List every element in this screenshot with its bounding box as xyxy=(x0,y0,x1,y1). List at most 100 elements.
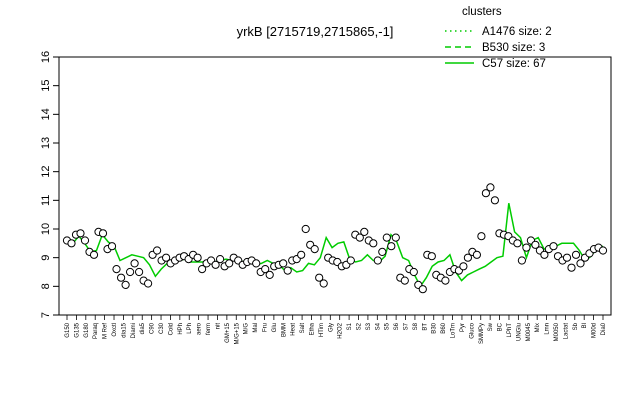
x-tick-label: Cold xyxy=(168,323,174,335)
data-point xyxy=(297,250,306,259)
x-tick-label: dia15 xyxy=(121,322,127,337)
data-point xyxy=(126,267,135,277)
data-point xyxy=(382,233,391,242)
legend-entry: B530 size: 3 xyxy=(482,42,545,54)
x-tick-label: Heat xyxy=(291,323,297,336)
data-point xyxy=(531,240,540,249)
data-point xyxy=(513,239,522,248)
data-point xyxy=(261,265,270,274)
y-tick-label: 11 xyxy=(40,195,52,206)
x-tick-label: LPhT xyxy=(507,323,513,338)
data-point xyxy=(463,253,472,262)
data-point xyxy=(198,265,207,274)
data-point xyxy=(400,276,409,285)
x-tick-label: Etha xyxy=(309,322,315,335)
x-tick-label: dia5 xyxy=(140,322,146,334)
x-tick-label: Paraq xyxy=(93,323,99,339)
data-point xyxy=(279,259,288,268)
y-tick-label: 9 xyxy=(40,255,52,261)
x-tick-label: ferm xyxy=(206,323,212,335)
chart-title: yrkB [2715719,2715865,-1] xyxy=(237,24,394,39)
data-point xyxy=(490,196,499,205)
data-point xyxy=(301,224,310,234)
x-tick-label: Pyr xyxy=(460,323,466,332)
x-tick-label: G135 xyxy=(74,322,80,337)
data-point xyxy=(441,276,450,285)
x-tick-label: Oxctl xyxy=(112,323,118,337)
data-point xyxy=(517,256,527,265)
data-point xyxy=(216,255,225,264)
x-tick-label: B60 xyxy=(441,322,447,333)
data-point xyxy=(562,253,572,262)
data-point xyxy=(486,183,495,192)
legend: clusters A1476 size: 2 B530 size: 3 C57 siz… xyxy=(445,6,552,70)
data-point xyxy=(283,266,292,275)
data-point xyxy=(193,253,202,262)
x-tick-label: Gly xyxy=(328,323,334,332)
data-point xyxy=(481,189,490,198)
x-tick-label: M00d xyxy=(592,323,598,338)
axis-layer: 7 8 9 10 11 12 13 14 15 16 G150 G135 G180 Paraq M Ref O… xyxy=(40,51,612,345)
legend-entry: A1476 size: 2 xyxy=(482,26,552,38)
x-tick-label: aero xyxy=(197,322,203,335)
x-tick-label: S2 xyxy=(357,322,363,330)
x-tick-label: M/G+15 xyxy=(234,322,240,344)
data-point xyxy=(162,253,171,262)
x-tick-label: M Ref xyxy=(103,323,109,339)
x-tick-label: Lmn xyxy=(545,323,551,335)
x-tick-label: C90 xyxy=(150,322,156,334)
data-point xyxy=(117,273,126,282)
data-point xyxy=(315,273,324,282)
data-point xyxy=(409,267,418,277)
data-point xyxy=(130,259,139,268)
x-tick-label: G150 xyxy=(65,322,71,337)
label-layer: yrkB [2715719,2715865,-1] xyxy=(237,24,394,39)
data-layer xyxy=(62,183,608,294)
x-tick-label: S5 xyxy=(385,322,391,330)
data-point xyxy=(98,229,108,238)
data-point xyxy=(225,259,234,268)
x-tick-label: M0050 xyxy=(554,322,560,341)
data-point xyxy=(369,239,378,248)
x-tick-label: Sb xyxy=(573,322,579,330)
data-point xyxy=(252,259,261,268)
data-point xyxy=(211,260,220,269)
x-tick-label: BT xyxy=(422,323,428,331)
x-tick-label: GM+15 xyxy=(225,322,231,343)
x-tick-label: nit xyxy=(215,323,221,330)
x-tick-label: BMM xyxy=(281,323,287,337)
x-tick-label: M0045 xyxy=(526,322,532,341)
data-point xyxy=(391,233,400,242)
y-tick-label: 15 xyxy=(40,80,52,92)
data-point xyxy=(89,250,99,259)
data-point xyxy=(427,252,436,261)
data-point xyxy=(346,256,355,265)
x-tick-label: S1 xyxy=(347,322,353,330)
data-point xyxy=(567,263,576,272)
data-point xyxy=(387,242,396,251)
data-point xyxy=(121,280,130,289)
y-tick-label: 8 xyxy=(40,283,52,289)
data-point xyxy=(135,267,144,277)
data-point xyxy=(76,229,85,238)
x-tick-label: Mal xyxy=(253,323,259,333)
data-point xyxy=(373,256,382,265)
y-tick-label: 12 xyxy=(40,166,52,178)
x-tick-label: S7 xyxy=(404,322,410,330)
data-point xyxy=(80,236,90,245)
x-tick-label: BC xyxy=(498,322,504,331)
x-tick-label: LPh xyxy=(187,323,193,334)
x-tick-label: Salt xyxy=(300,323,306,334)
data-point xyxy=(576,259,585,268)
y-tick-label: 14 xyxy=(40,108,52,120)
x-tick-label: Lactat xyxy=(563,323,569,340)
data-point xyxy=(540,250,549,259)
data-point xyxy=(355,233,364,242)
data-point xyxy=(265,270,274,279)
x-tick-label: Fru xyxy=(262,323,268,332)
x-tick-label: Diami xyxy=(131,323,137,338)
x-tick-label: H2O2 xyxy=(338,322,344,338)
data-point xyxy=(378,247,387,256)
y-tick-label: 13 xyxy=(40,137,52,149)
